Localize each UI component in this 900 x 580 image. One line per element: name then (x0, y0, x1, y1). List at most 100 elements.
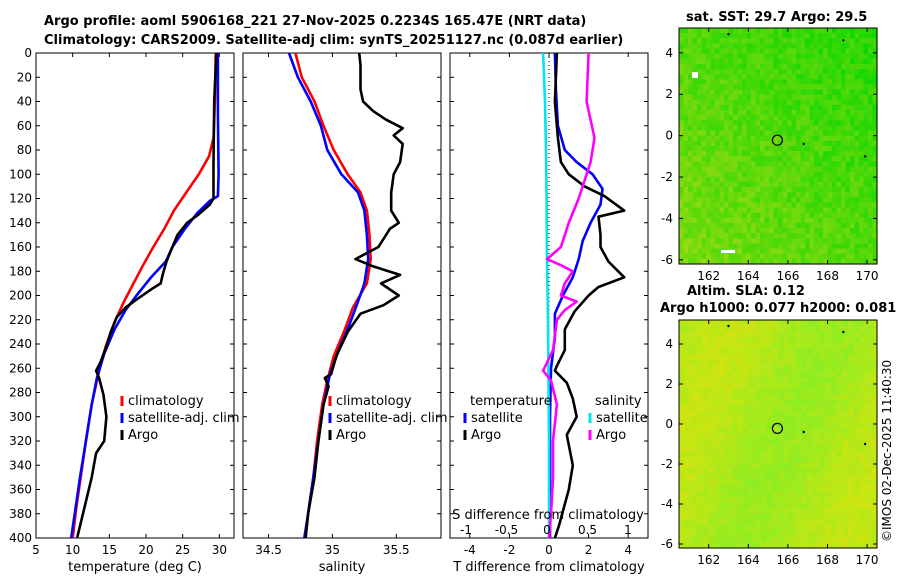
map-cell (778, 74, 784, 80)
map-cell (733, 140, 739, 147)
map-cell (692, 187, 698, 193)
map-cell (743, 348, 750, 355)
map-cell (836, 176, 842, 183)
panel-1-xlabel: temperature (deg C) (68, 560, 202, 575)
map-cell (805, 140, 811, 147)
map-cell (710, 171, 716, 178)
map-cell (696, 462, 703, 469)
map-cell (827, 197, 833, 203)
title-line2: Climatology: CARS2009. Satellite-adj cli… (44, 33, 624, 48)
map-cell (796, 99, 802, 106)
map-cell (845, 248, 851, 255)
map-cell (748, 536, 756, 543)
map-cell (801, 445, 808, 452)
map-cell (836, 74, 842, 80)
map-cell (859, 502, 866, 509)
map-cell (713, 485, 721, 492)
map-cell (818, 69, 824, 75)
map-cell (706, 110, 712, 116)
map-cell (737, 233, 743, 239)
map-cell (842, 451, 849, 458)
map-cell (701, 156, 707, 162)
map-cell (796, 110, 802, 116)
map-cell (818, 485, 826, 492)
map-cell (832, 248, 838, 255)
map-cell (853, 405, 861, 412)
map-cell (733, 94, 739, 101)
map-cell (859, 258, 865, 265)
map-cell (789, 456, 796, 464)
map-cell (847, 359, 855, 367)
map-cell (706, 38, 712, 44)
map-cell (701, 202, 707, 209)
map-cell (865, 434, 872, 441)
map-cell (772, 394, 779, 401)
map-cell (818, 388, 826, 395)
map-cell (701, 120, 707, 126)
map-cell (823, 212, 829, 219)
map-cell (800, 223, 806, 229)
map-cell (841, 223, 847, 229)
map-cell (731, 439, 738, 446)
map-cell (818, 58, 824, 65)
map-cell (688, 217, 694, 224)
map-cell (845, 202, 851, 209)
map-cell (859, 125, 865, 132)
map-cell (772, 371, 779, 378)
map-cell (683, 146, 689, 152)
map-cell (850, 207, 856, 214)
map-cell (754, 445, 762, 452)
map-cell (872, 33, 878, 39)
map-cell (854, 166, 860, 173)
map-cell (683, 181, 689, 188)
map-cell (725, 399, 732, 407)
map-cell (809, 135, 815, 142)
map-cell (733, 63, 739, 70)
map-cell (696, 422, 703, 429)
map-cell (812, 320, 820, 327)
map-cell (872, 176, 878, 183)
map-cell (724, 120, 730, 126)
map-cell (818, 439, 826, 446)
map-cell (724, 38, 730, 44)
map-cell (805, 110, 811, 116)
map-cell (801, 394, 808, 401)
map-cell (683, 233, 689, 239)
map-cell (683, 48, 689, 55)
map-cell (748, 525, 756, 532)
map-cell (827, 171, 833, 178)
map-cell (791, 105, 797, 111)
map-cell (702, 445, 709, 452)
map-cell (748, 416, 756, 424)
map-cell (690, 439, 697, 446)
map-cell (789, 411, 796, 418)
map-cell (737, 63, 743, 70)
map-cell (863, 63, 869, 70)
map-cell (863, 228, 869, 234)
map-cell (854, 187, 860, 193)
map-cell (696, 536, 703, 543)
map-cell (719, 94, 725, 101)
map-cell (702, 502, 709, 509)
map-cell (807, 365, 814, 372)
depth-tick-label: 280 (9, 386, 32, 400)
map-cell (688, 197, 694, 203)
map-cell (751, 181, 757, 188)
map-cell (807, 496, 814, 503)
map-cell (841, 228, 847, 234)
map-cell (818, 120, 824, 126)
map-cell (814, 105, 820, 111)
map-cell (688, 63, 694, 70)
map-cell (807, 320, 814, 327)
map-cell (782, 202, 788, 209)
map-cell (823, 243, 829, 250)
map-cell (701, 110, 707, 116)
map-cell (796, 238, 802, 244)
map-cell (751, 69, 757, 75)
map-cell (751, 207, 757, 214)
map-cell (701, 79, 707, 85)
map-cell (812, 525, 820, 532)
map-cell (764, 63, 770, 70)
map-cell (795, 342, 802, 350)
map-cell (812, 348, 820, 355)
